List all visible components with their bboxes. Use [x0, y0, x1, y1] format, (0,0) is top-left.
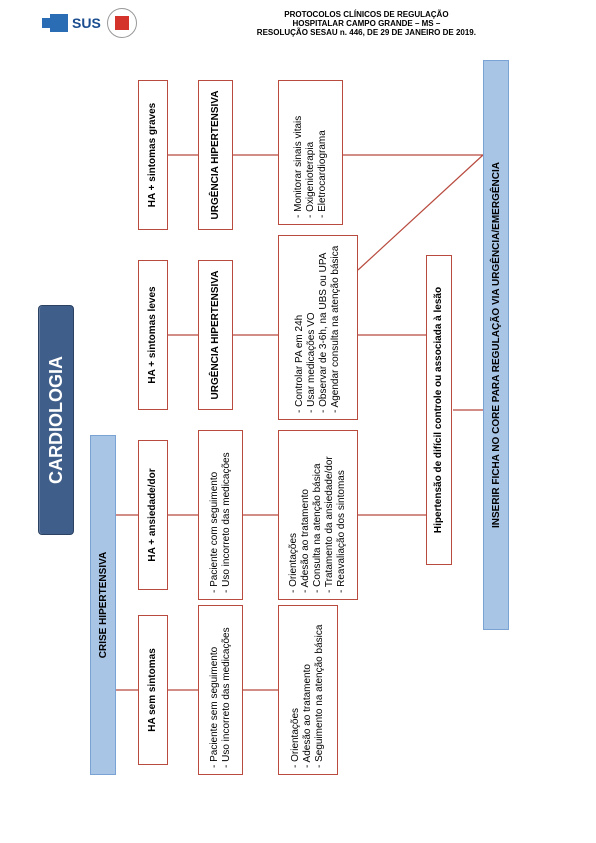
- node-ha-ansiedade: HA + ansiedade/dor: [138, 440, 168, 590]
- footer-bar: INSERIR FICHA NO CORE PARA REGULAÇÃO VIA…: [483, 60, 509, 630]
- page-header: SUS PROTOCOLOS CLÍNICOS DE REGULAÇÃO HOS…: [0, 8, 596, 38]
- node-orient-4: - Monitorar sinais vitais - Oxigeniotera…: [278, 80, 343, 225]
- node-urgencia-2: URGÊNCIA HIPERTENSIVA: [198, 80, 233, 230]
- sus-label: SUS: [72, 15, 101, 31]
- node-orient-3: - Controlar PA em 24h - Usar medicações …: [278, 235, 358, 420]
- node-ha-leves: HA + sintomas leves: [138, 260, 168, 410]
- title-cardiologia: CARDIOLOGIA: [38, 305, 74, 535]
- node-paciente-sem-seg: - Paciente sem seguimento - Uso incorret…: [198, 605, 243, 775]
- node-orient-1: - Orientações - Adesão ao tratamento - S…: [278, 605, 338, 775]
- node-ha-graves: HA + sintomas graves: [138, 80, 168, 230]
- node-dificil-controle: Hipertensão de difícil controle ou assoc…: [426, 255, 452, 565]
- regulacao-logo: [107, 8, 137, 38]
- header-text: PROTOCOLOS CLÍNICOS DE REGULAÇÃO HOSPITA…: [137, 10, 596, 37]
- crise-bar: CRISE HIPERTENSIVA: [90, 435, 116, 775]
- node-urgencia-1: URGÊNCIA HIPERTENSIVA: [198, 260, 233, 410]
- logo-group: SUS: [50, 8, 137, 38]
- node-orient-2: - Orientações - Adesão ao tratamento - C…: [278, 430, 358, 600]
- node-ha-sem-sintomas: HA sem sintomas: [138, 615, 168, 765]
- header-line1: PROTOCOLOS CLÍNICOS DE REGULAÇÃO: [137, 10, 596, 19]
- header-line2: HOSPITALAR CAMPO GRANDE – MS –: [137, 19, 596, 28]
- node-paciente-com-seg: - Paciente com seguimento - Uso incorret…: [198, 430, 243, 600]
- flowchart: CARDIOLOGIA CRISE HIPERTENSIVA HA sem si…: [38, 35, 558, 805]
- sus-logo: SUS: [50, 14, 101, 32]
